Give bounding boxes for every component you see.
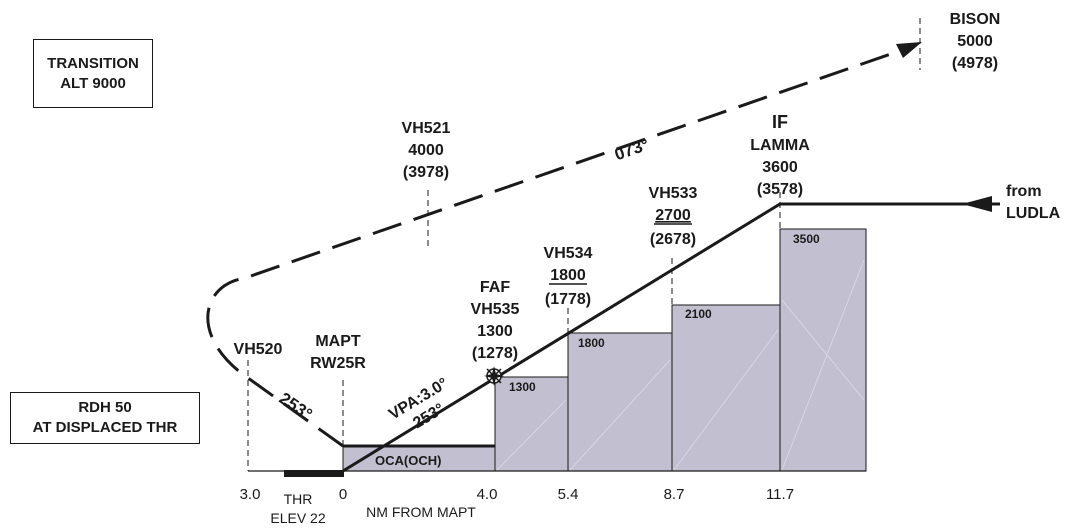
step-value-2100: 2100 (685, 307, 712, 321)
fix-verticals (247, 18, 921, 471)
oca-step-2100 (671, 304, 781, 472)
transition-line1: TRANSITION (47, 54, 139, 72)
inbound-arrowhead (962, 196, 992, 212)
svg-text:(3978): (3978) (403, 164, 449, 181)
step-value-3500: 3500 (793, 232, 820, 246)
svg-text:(1778): (1778) (545, 291, 591, 308)
svg-text:ELEV 22: ELEV 22 (270, 510, 325, 526)
mapt-fix-label: MAPT RW25R (310, 333, 366, 372)
svg-text:VH521: VH521 (402, 120, 451, 137)
transition-path (206, 46, 909, 448)
svg-text:2700: 2700 (655, 207, 691, 224)
svg-text:THR: THR (284, 491, 313, 507)
vh533-fix-label: VH533 2700 (2678) (649, 185, 698, 248)
transition-altitude-box: TRANSITION ALT 9000 (33, 39, 153, 108)
oca-step-1300 (494, 376, 569, 472)
distance-3-0: 3.0 (240, 486, 261, 503)
vh520-fix-label: VH520 (234, 341, 283, 358)
distance-8-7: 8.7 (664, 486, 685, 503)
step-value-1300: 1300 (509, 380, 536, 394)
svg-text:(4978): (4978) (952, 55, 998, 72)
oca-step-areas (342, 228, 867, 472)
rdh-line1: RDH 50 (78, 399, 132, 416)
from-ludla-label: from LUDLA (1006, 183, 1061, 222)
oca-och-label: OCA(OCH) (375, 453, 441, 468)
rdh-box: RDH 50 AT DISPLACED THR (10, 392, 200, 444)
vpa-label: VPA:3.0° 253° (386, 375, 451, 432)
oca-step-1800 (567, 332, 673, 472)
vh534-fix-label: VH534 1800 (1778) (544, 245, 593, 308)
transition-line2: ALT 9000 (60, 74, 126, 92)
distance-11-7: 11.7 (766, 486, 794, 503)
distance-labels: 3.0 0 4.0 5.4 8.7 11.7 (240, 486, 794, 503)
svg-text:VH533: VH533 (649, 185, 698, 202)
faf-symbol (484, 366, 504, 386)
step-hatching (496, 259, 865, 471)
rdh-line2: AT DISPLACED THR (32, 419, 178, 436)
step-value-1800: 1800 (578, 336, 605, 350)
missed-track-label: 253° (276, 389, 316, 425)
oca-step-mapt (342, 445, 496, 472)
svg-text:IF: IF (772, 112, 788, 132)
runway-bar (284, 470, 344, 477)
distance-5-4: 5.4 (558, 486, 579, 503)
svg-text:4000: 4000 (408, 142, 444, 159)
svg-text:5000: 5000 (957, 33, 993, 50)
svg-text:FAF: FAF (480, 279, 510, 296)
svg-text:1300: 1300 (477, 323, 513, 340)
svg-text:from: from (1006, 183, 1042, 200)
vh521-fix-label: VH521 4000 (3978) (402, 120, 451, 181)
svg-text:VH535: VH535 (471, 301, 520, 318)
nm-from-mapt-label: NM FROM MAPT (366, 504, 476, 520)
lamma-fix-label: IF LAMMA 3600 (3578) (750, 112, 810, 198)
svg-text:RW25R: RW25R (310, 355, 366, 372)
distance-4-0: 4.0 (477, 486, 498, 503)
svg-text:(2678): (2678) (650, 231, 696, 248)
svg-text:3600: 3600 (762, 159, 798, 176)
outbound-track-label: 073° (612, 135, 652, 164)
svg-text:VH534: VH534 (544, 245, 593, 262)
svg-text:MAPT: MAPT (315, 333, 361, 350)
transition-arrowhead (896, 42, 922, 58)
thr-elev-label: THR ELEV 22 (270, 491, 325, 526)
svg-text:(1278): (1278) (472, 345, 518, 362)
faf-fix-label: FAF VH535 1300 (1278) (471, 279, 520, 362)
svg-text:BISON: BISON (950, 11, 1001, 28)
svg-text:LAMMA: LAMMA (750, 137, 810, 154)
svg-text:1800: 1800 (550, 267, 586, 284)
distance-0: 0 (339, 486, 347, 503)
bison-fix-label: BISON 5000 (4978) (950, 11, 1001, 72)
svg-text:LUDLA: LUDLA (1006, 205, 1061, 222)
svg-text:(3578): (3578) (757, 181, 803, 198)
